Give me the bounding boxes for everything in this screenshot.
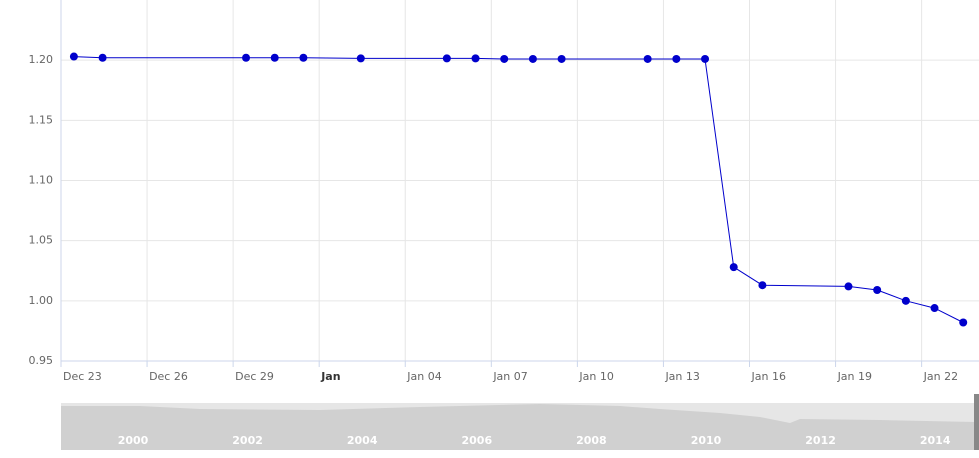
point bbox=[299, 53, 308, 62]
point bbox=[672, 54, 681, 63]
y-tick-label: 1.15 bbox=[29, 113, 54, 126]
navigator-label: 2004 bbox=[347, 434, 378, 447]
grid bbox=[60, 0, 979, 362]
y-tick-label: 0.95 bbox=[29, 354, 54, 367]
x-tick-label: Jan 10 bbox=[578, 370, 613, 383]
point bbox=[873, 286, 882, 295]
navigator-label: 2000 bbox=[118, 434, 149, 447]
point bbox=[356, 54, 365, 63]
x-tick-label: Dec 29 bbox=[235, 370, 274, 383]
navigator-handle[interactable] bbox=[974, 394, 979, 450]
point bbox=[528, 54, 537, 63]
point bbox=[98, 53, 107, 62]
point bbox=[557, 54, 566, 63]
x-tick-label: Dec 26 bbox=[149, 370, 188, 383]
navigator-label: 2014 bbox=[920, 434, 951, 447]
point bbox=[729, 263, 738, 272]
line bbox=[73, 56, 964, 323]
point bbox=[844, 282, 853, 291]
point bbox=[242, 53, 251, 62]
point bbox=[959, 318, 968, 327]
x-tick-label: Jan 22 bbox=[923, 370, 958, 383]
navigator-label: 2010 bbox=[691, 434, 722, 447]
navigator-label: 2008 bbox=[576, 434, 607, 447]
point bbox=[930, 304, 939, 313]
x-tick-label: Jan 04 bbox=[406, 370, 441, 383]
point bbox=[500, 54, 509, 63]
y-tick-label: 1.20 bbox=[29, 53, 54, 66]
y-tick-label: 1.00 bbox=[29, 294, 54, 307]
x-tick-label: Jan bbox=[320, 370, 340, 383]
point bbox=[901, 296, 910, 305]
x-tick-label: Jan 16 bbox=[751, 370, 786, 383]
x-tick-label: Jan 07 bbox=[492, 370, 527, 383]
y-tick-label: 1.10 bbox=[29, 174, 54, 187]
point bbox=[270, 53, 279, 62]
navigator-label: 2002 bbox=[232, 434, 263, 447]
point bbox=[442, 54, 451, 63]
x-tick-label: Jan 19 bbox=[837, 370, 872, 383]
point bbox=[758, 281, 767, 290]
navigator-label: 2012 bbox=[805, 434, 836, 447]
x-tick-label: Dec 23 bbox=[63, 370, 102, 383]
navigator bbox=[61, 394, 979, 450]
point bbox=[643, 54, 652, 63]
navigator-label: 2006 bbox=[461, 434, 492, 447]
y-tick-label: 1.05 bbox=[29, 234, 54, 247]
navigator-area bbox=[61, 404, 975, 450]
point bbox=[69, 52, 78, 61]
x-tick-label: Jan 13 bbox=[664, 370, 699, 383]
point bbox=[701, 54, 710, 63]
point bbox=[471, 54, 480, 63]
